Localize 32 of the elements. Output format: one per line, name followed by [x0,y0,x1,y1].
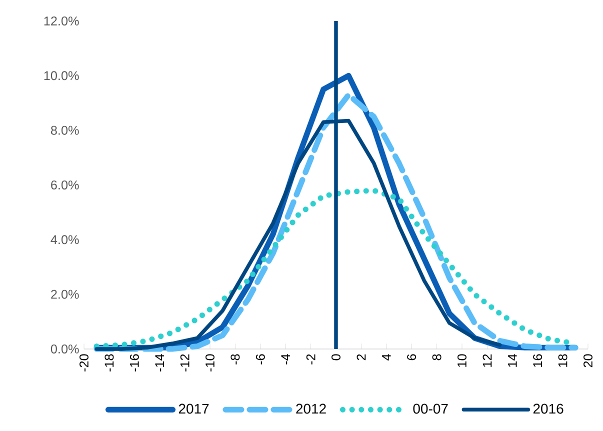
x-tick-label: -12 [180,354,190,372]
x-tick-label: 18 [558,354,568,367]
x-tick-label: 8 [432,354,442,360]
x-tick-label: -6 [256,354,265,364]
y-tick-label: 8.0% [50,126,79,135]
x-tick-label: 12 [482,354,492,367]
x-tick-label: 2 [356,354,366,360]
y-tick-label: 4.0% [50,235,79,244]
x-tick-label: 16 [533,354,542,367]
x-tick-label: 4 [382,354,391,360]
x-tick-label: 14 [508,354,517,367]
x-tick-label: -4 [281,354,290,364]
y-tick-label: 10.0% [44,71,79,80]
y-tick-label: 12.0% [44,16,79,26]
x-tick-label: -20 [80,354,88,372]
legend-label: 2012 [296,404,326,414]
y-tick-label: 2.0% [51,290,79,299]
y-tick-label: 6.0% [51,180,79,190]
y-tick-label: 0.0% [50,344,79,354]
x-tick-label: -18 [104,354,114,372]
x-tick-label: -8 [230,354,240,364]
x-tick-label: -10 [206,354,214,372]
x-tick-label: 10 [458,354,466,367]
legend-label: 2017 [178,404,209,414]
x-tick-label: 20 [584,354,592,368]
legend-label: 2016 [533,404,564,414]
x-tick-label: -2 [306,354,316,364]
x-tick-label: -14 [155,354,164,372]
x-tick-label: 6 [407,354,416,360]
legend-label: 00-07 [413,404,448,414]
x-tick-label: -16 [130,354,139,372]
x-tick-label: 0 [332,354,340,360]
